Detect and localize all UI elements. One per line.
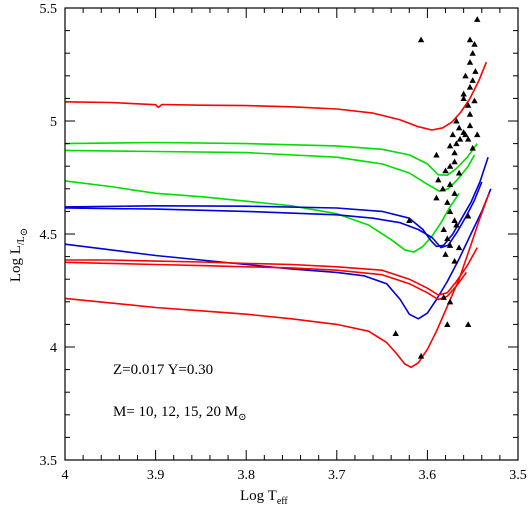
y-tick-label: 3.5 <box>40 454 58 469</box>
track-line-5 <box>65 156 489 248</box>
x-tick-label: 3.9 <box>147 468 165 483</box>
star-marker <box>451 257 458 264</box>
x-axis-label-main: Log T <box>240 488 277 504</box>
star-marker <box>466 36 474 43</box>
x-tick-label: 3.7 <box>328 468 346 483</box>
star-marker <box>464 101 472 108</box>
y-axis-label-main: Log L <box>8 245 24 282</box>
star-marker <box>440 294 447 300</box>
star-marker <box>451 190 458 196</box>
star-marker <box>392 330 399 336</box>
star-marker <box>466 83 474 90</box>
star-marker <box>451 217 458 223</box>
star-marker <box>417 352 425 359</box>
star-marker <box>455 244 463 251</box>
track-line-2 <box>65 141 478 176</box>
mass-annotation: M= 10, 12, 15, 20 M⊙ <box>113 404 247 423</box>
star-marker <box>462 72 469 79</box>
star-marker <box>446 298 454 305</box>
star-marker <box>464 135 472 142</box>
star-marker <box>449 131 456 138</box>
mass-sun-symbol: ⊙ <box>238 412 246 423</box>
star-marker <box>469 144 476 151</box>
x-axis-label-sub: eff <box>277 496 289 507</box>
star-marker <box>453 117 460 124</box>
track-line-10 <box>65 193 490 369</box>
star-marker <box>455 124 463 131</box>
y-axis-label-sub: /L <box>16 236 27 245</box>
x-tick-label: 3.5 <box>509 468 527 483</box>
star-marker <box>433 151 440 158</box>
evolutionary-tracks <box>65 61 492 369</box>
track-line-1 <box>65 61 488 131</box>
star-marker <box>446 163 454 169</box>
star-marker <box>446 181 454 187</box>
star-marker <box>444 235 451 242</box>
star-marker <box>466 59 474 65</box>
track-line-6 <box>65 181 483 249</box>
axis-ticks: 4 3.9 3.8 3.7 3.6 3.5 3.5 4 4.5 5 5.5 <box>40 2 527 483</box>
x-tick-label: 3.8 <box>237 468 255 483</box>
star-marker <box>417 36 425 43</box>
star-marker <box>451 149 458 156</box>
x-tick-label: 4 <box>62 468 69 483</box>
star-marker <box>462 131 469 138</box>
track-line-3 <box>65 149 476 192</box>
star-marker <box>446 208 454 214</box>
star-marker <box>464 321 472 327</box>
star-marker <box>442 251 449 257</box>
y-tick-label: 5 <box>50 115 57 130</box>
mass-annotation-text: M= 10, 12, 15, 20 M <box>113 404 238 420</box>
star-marker <box>466 111 474 117</box>
star-marker <box>472 68 479 74</box>
star-marker <box>406 217 413 223</box>
y-tick-label: 4 <box>50 341 57 356</box>
star-marker <box>460 90 467 97</box>
observed-stars <box>392 16 481 359</box>
star-marker <box>474 131 481 138</box>
track-line-4 <box>65 180 460 253</box>
y-tick-label: 5.5 <box>40 2 58 17</box>
star-marker <box>453 221 460 228</box>
y-axis-label-sun: ⊙ <box>19 228 30 236</box>
y-axis-label: Log L/L⊙ <box>8 228 30 282</box>
track-line-7 <box>65 188 492 320</box>
star-marker <box>435 176 442 183</box>
star-marker <box>469 77 476 83</box>
star-marker <box>466 122 474 129</box>
star-marker <box>455 169 463 176</box>
star-marker <box>439 185 447 192</box>
star-marker <box>471 97 478 104</box>
star-marker <box>444 321 451 327</box>
star-marker <box>442 167 449 174</box>
star-marker <box>460 95 467 101</box>
track-line-8 <box>65 247 478 296</box>
plot-frame <box>64 7 519 461</box>
star-marker <box>464 212 472 219</box>
star-marker <box>446 242 454 248</box>
star-marker <box>433 194 440 201</box>
star-marker <box>440 226 447 233</box>
star-marker <box>453 140 460 147</box>
star-marker <box>469 50 476 56</box>
star-marker <box>446 142 454 149</box>
y-tick-label: 4.5 <box>40 228 58 243</box>
star-marker <box>474 16 481 22</box>
composition-annotation: Z=0.017 Y=0.30 <box>113 362 213 378</box>
x-tick-label: 3.6 <box>419 468 437 483</box>
x-axis-label: Log Teff <box>240 488 288 507</box>
star-marker <box>456 135 464 142</box>
star-marker <box>471 40 478 47</box>
star-marker <box>444 199 451 205</box>
star-marker <box>451 158 458 165</box>
track-line-9 <box>65 261 468 301</box>
